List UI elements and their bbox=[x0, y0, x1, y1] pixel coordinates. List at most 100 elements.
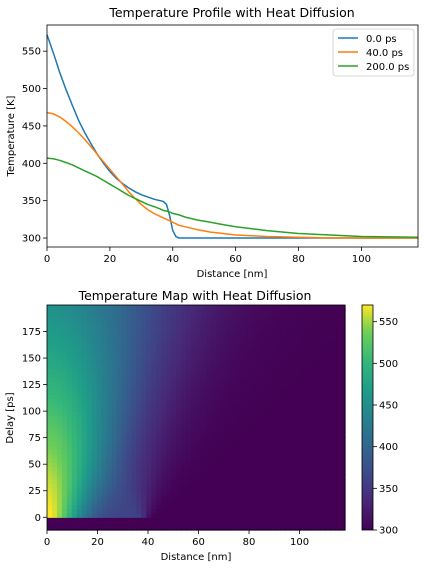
x-tick-label: 100 bbox=[290, 537, 309, 548]
heatmap-cell bbox=[176, 462, 182, 467]
heatmap-cell bbox=[66, 445, 73, 450]
heatmap-cell bbox=[156, 453, 162, 459]
heatmap-cell bbox=[275, 385, 282, 391]
heatmap-cell bbox=[181, 521, 187, 527]
heatmap-cell bbox=[81, 513, 88, 518]
heatmap-cell bbox=[230, 394, 237, 399]
heatmap-cell bbox=[220, 406, 227, 412]
heatmap-cell bbox=[146, 402, 152, 408]
heatmap-cell bbox=[310, 504, 316, 510]
heatmap-cell bbox=[320, 466, 326, 472]
heatmap-cell bbox=[230, 385, 237, 391]
heatmap-cell bbox=[205, 355, 212, 361]
heatmap-cell bbox=[275, 305, 282, 310]
heatmap-cell bbox=[86, 474, 93, 480]
heatmap-cell bbox=[270, 470, 277, 476]
heatmap-cell bbox=[220, 360, 227, 366]
heatmap-cell bbox=[250, 470, 257, 476]
heatmap-cell bbox=[61, 474, 68, 480]
heatmap-cell bbox=[265, 470, 272, 476]
heatmap-cell bbox=[220, 496, 227, 501]
heatmap-cell bbox=[265, 419, 272, 425]
heatmap-cell bbox=[151, 338, 157, 344]
heatmap-cell bbox=[121, 521, 128, 527]
heatmap-cell bbox=[176, 338, 182, 344]
heatmap-cell bbox=[245, 385, 252, 391]
heatmap-cell bbox=[215, 517, 222, 523]
heatmap-cell bbox=[196, 517, 202, 523]
heatmap-cell bbox=[76, 474, 83, 480]
heatmap-cell bbox=[76, 436, 83, 442]
heatmap-cell bbox=[300, 305, 306, 310]
heatmap-cell bbox=[265, 368, 272, 374]
heatmap-cell bbox=[330, 466, 336, 472]
heatmap-cell bbox=[136, 368, 142, 374]
heatmap-cell bbox=[126, 500, 133, 506]
heatmap-cell bbox=[220, 428, 227, 433]
heatmap-cell bbox=[51, 504, 58, 510]
heatmap-cell bbox=[91, 321, 98, 327]
heatmap-cell bbox=[196, 305, 202, 310]
heatmap-cell bbox=[91, 347, 98, 353]
heatmap-cell bbox=[325, 470, 331, 476]
heatmap-cell bbox=[255, 508, 262, 514]
heatmap-cell bbox=[210, 415, 217, 421]
heatmap-cell bbox=[340, 462, 346, 467]
heatmap-cell bbox=[305, 364, 311, 370]
heatmap-cell bbox=[156, 449, 162, 455]
heatmap-cell bbox=[131, 466, 137, 472]
heatmap-cell bbox=[270, 402, 277, 408]
heatmap-cell bbox=[181, 326, 187, 332]
heatmap-cell bbox=[305, 466, 311, 472]
heatmap-cell bbox=[181, 398, 187, 404]
heatmap-cell bbox=[151, 525, 157, 531]
heatmap-cell bbox=[161, 436, 167, 442]
heatmap-cell bbox=[255, 330, 262, 336]
heatmap-cell bbox=[171, 385, 177, 391]
heatmap-cell bbox=[156, 436, 162, 442]
heatmap-cell bbox=[96, 317, 103, 323]
heatmap-cell bbox=[186, 457, 192, 463]
heatmap-cell bbox=[176, 428, 182, 433]
x-tick-label: 0 bbox=[44, 254, 50, 265]
heatmap-cell bbox=[166, 385, 172, 391]
heatmap-cell bbox=[260, 398, 267, 404]
heatmap-cell bbox=[245, 317, 252, 323]
heatmap-cell bbox=[196, 525, 202, 531]
heatmap-cell bbox=[176, 402, 182, 408]
heatmap-cell bbox=[76, 411, 83, 416]
heatmap-cell bbox=[86, 457, 93, 463]
heatmap-cell bbox=[111, 402, 118, 408]
heatmap-cell bbox=[315, 343, 321, 349]
heatmap-cell bbox=[310, 326, 316, 332]
heatmap-cell bbox=[116, 436, 123, 442]
heatmap-cell bbox=[335, 470, 341, 476]
heatmap-cell bbox=[136, 355, 142, 361]
heatmap-cell bbox=[305, 317, 311, 323]
heatmap-cell bbox=[146, 313, 152, 319]
heatmap-cell bbox=[305, 508, 311, 514]
heatmap-cell bbox=[230, 423, 237, 429]
heatmap-cell bbox=[166, 334, 172, 340]
heatmap-cell bbox=[81, 305, 88, 310]
heatmap-cell bbox=[210, 517, 217, 523]
heatmap-cell bbox=[325, 338, 331, 344]
heatmap-cell bbox=[200, 360, 207, 366]
heatmap-cell bbox=[161, 360, 167, 366]
heatmap-cell bbox=[191, 513, 197, 518]
heatmap-cell bbox=[235, 457, 242, 463]
heatmap-cell bbox=[250, 398, 257, 404]
heatmap-cell bbox=[335, 406, 341, 412]
heatmap-cell bbox=[166, 496, 172, 501]
heatmap-cell bbox=[265, 453, 272, 459]
heatmap-cell bbox=[136, 394, 142, 399]
heatmap-cell bbox=[210, 360, 217, 366]
heatmap-cell bbox=[255, 479, 262, 484]
heatmap-cell bbox=[235, 326, 242, 332]
heatmap-cell bbox=[86, 462, 93, 467]
heatmap-cell bbox=[315, 440, 321, 446]
heatmap-cell bbox=[47, 470, 53, 476]
heatmap-cell bbox=[215, 504, 222, 510]
heatmap-cell bbox=[270, 500, 277, 506]
heatmap-cell bbox=[215, 334, 222, 340]
